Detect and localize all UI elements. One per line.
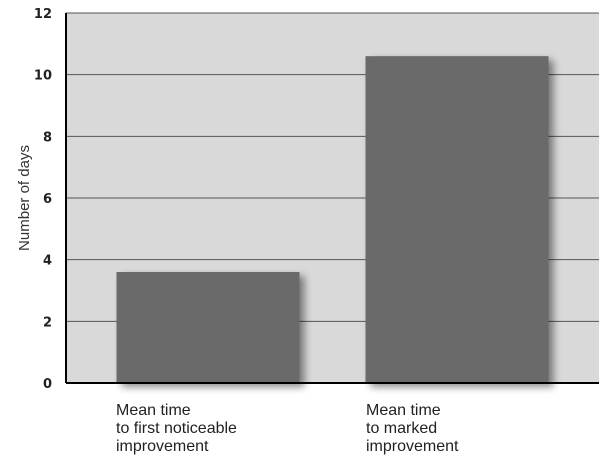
y-tick-label: 2	[43, 315, 52, 330]
x-category-label-line: improvement	[366, 438, 459, 455]
x-category-label: Mean time to marked improvement	[366, 402, 459, 455]
x-category-label-line: improvement	[116, 438, 209, 455]
y-tick-label: 6	[43, 192, 52, 207]
bar	[365, 56, 549, 384]
bars	[116, 56, 549, 384]
x-category-labels: Mean time to first noticeable improvementM…	[116, 402, 459, 455]
y-tick-label: 8	[43, 130, 52, 145]
y-tick-label: 0	[43, 377, 52, 392]
y-tick-label: 12	[34, 7, 52, 22]
x-category-label-line: Mean time	[116, 402, 191, 419]
x-category-label-line: to first noticeable	[116, 420, 237, 437]
bar	[116, 272, 300, 383]
y-tick-label: 10	[34, 69, 52, 84]
x-category-label-line: Mean time	[366, 402, 441, 419]
y-tick-label: 4	[43, 254, 52, 269]
x-category-label: Mean time to first noticeable improvement	[116, 402, 237, 455]
y-axis-title: Number of days	[16, 145, 33, 251]
y-tick-labels: 0 2 4 6 8 10 12	[34, 7, 52, 392]
x-category-label-line: to marked	[366, 420, 437, 437]
